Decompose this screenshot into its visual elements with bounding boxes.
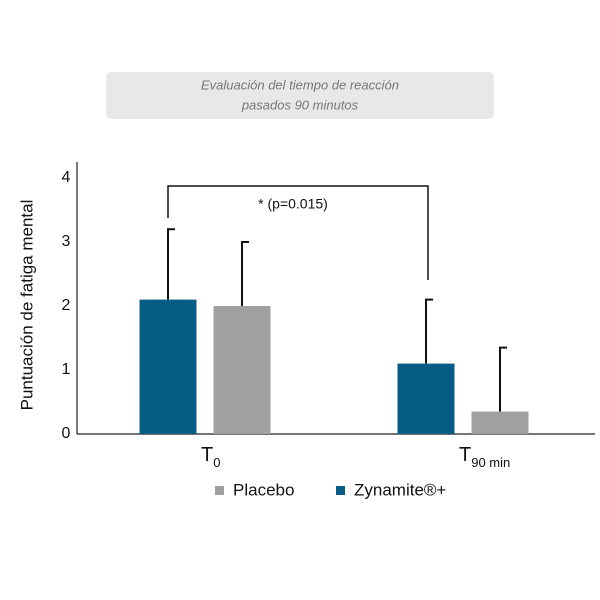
y-tick-label: 0: [62, 425, 71, 442]
legend-swatch: [215, 486, 224, 495]
x-tick-label: T0: [201, 444, 220, 470]
significance-bracket: [167, 185, 429, 280]
title-box: [106, 72, 494, 119]
bar: [213, 306, 271, 434]
y-tick-label: 1: [62, 361, 71, 378]
x-tick-label: T90 min: [459, 444, 510, 470]
legend-label: Placebo: [233, 480, 294, 499]
x-tick-label-sub: 0: [213, 455, 220, 470]
chart-title: pasados 90 minutos: [241, 97, 359, 112]
y-tick-label: 2: [62, 297, 71, 314]
x-tick-label-main: T: [201, 444, 213, 466]
bar: [139, 299, 197, 434]
y-tick-label: 4: [62, 169, 71, 186]
bar: [471, 411, 529, 434]
legend-label: Zynamite®+: [354, 480, 446, 499]
y-tick-label: 3: [62, 233, 71, 250]
x-tick-label-sub: 90 min: [471, 455, 510, 470]
legend-swatch: [336, 486, 345, 495]
x-tick-label-main: T: [459, 444, 471, 466]
y-axis-label: Puntuación de fatiga mental: [17, 200, 36, 411]
chart-title: Evaluación del tiempo de reacción: [201, 77, 399, 92]
annotation: * (p=0.015): [258, 196, 328, 212]
bar: [397, 363, 455, 434]
